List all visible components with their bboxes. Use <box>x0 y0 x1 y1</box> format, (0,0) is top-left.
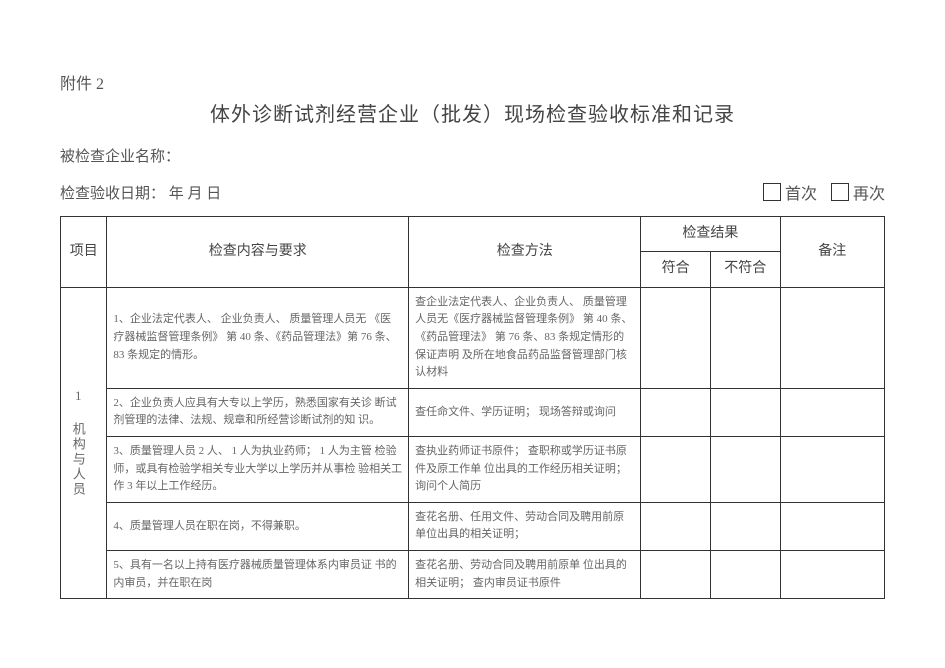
pass-cell <box>641 436 711 502</box>
header-result: 检查结果 <box>641 217 780 252</box>
inspection-date-label: 检查验收日期： 年 月 日 <box>60 182 221 203</box>
table-row: 2、企业负责人应具有大专以上学历，熟悉国家有关诊 断试剂管理的法律、法规、规章和… <box>61 388 885 436</box>
fail-cell <box>710 550 780 598</box>
table-header: 项目 检查内容与要求 检查方法 检查结果 备注 符合 不符合 <box>61 217 885 288</box>
again-option[interactable]: 再次 <box>831 180 885 204</box>
occurrence-checkboxes: 首次 再次 <box>763 180 885 204</box>
pass-cell <box>641 502 711 550</box>
first-time-option[interactable]: 首次 <box>763 180 817 204</box>
table-row: 4、质量管理人员在职在岗，不得兼职。 查花名册、任用文件、劳动合同及聘用前原单位… <box>61 502 885 550</box>
date-row: 检查验收日期： 年 月 日 首次 再次 <box>60 180 885 204</box>
attachment-label: 附件 2 <box>60 70 885 94</box>
header-project: 项目 <box>61 217 107 288</box>
inspection-table: 项目 检查内容与要求 检查方法 检查结果 备注 符合 不符合 1 机构与人员 1… <box>60 216 885 599</box>
pass-cell <box>641 287 711 388</box>
note-cell <box>780 388 884 436</box>
note-cell <box>780 287 884 388</box>
content-cell: 4、质量管理人员在职在岗，不得兼职。 <box>107 502 409 550</box>
method-cell: 查花名册、任用文件、劳动合同及聘用前原单位出具的相关证明； <box>409 502 641 550</box>
header-row-1: 项目 检查内容与要求 检查方法 检查结果 备注 <box>61 217 885 252</box>
again-label: 再次 <box>853 186 885 203</box>
content-cell: 5、具有一名以上持有医疗器械质量管理体系内审员证 书的内审员，并在职在岗 <box>107 550 409 598</box>
header-note: 备注 <box>780 217 884 288</box>
table-body: 1 机构与人员 1、企业法定代表人、 企业负责人、 质量管理人员无 《医 疗器械… <box>61 287 885 598</box>
content-cell: 2、企业负责人应具有大专以上学历，熟悉国家有关诊 断试剂管理的法律、法规、规章和… <box>107 388 409 436</box>
note-cell <box>780 550 884 598</box>
method-cell: 查任命文件、学历证明； 现场答辩或询问 <box>409 388 641 436</box>
checkbox-icon <box>763 183 781 201</box>
fail-cell <box>710 502 780 550</box>
table-row: 5、具有一名以上持有医疗器械质量管理体系内审员证 书的内审员，并在职在岗 查花名… <box>61 550 885 598</box>
first-time-label: 首次 <box>785 186 817 203</box>
document-page: 附件 2 体外诊断试剂经营企业（批发）现场检查验收标准和记录 被检查企业名称： … <box>0 0 945 668</box>
pass-cell <box>641 388 711 436</box>
fail-cell <box>710 287 780 388</box>
note-cell <box>780 436 884 502</box>
content-cell: 1、企业法定代表人、 企业负责人、 质量管理人员无 《医 疗器械监督管理条例》 … <box>107 287 409 388</box>
document-title: 体外诊断试剂经营企业（批发）现场检查验收标准和记录 <box>60 98 885 127</box>
method-cell: 查执业药师证书原件； 查职称或学历证书原件及原工作单 位出具的工作经历相关证明；… <box>409 436 641 502</box>
header-content: 检查内容与要求 <box>107 217 409 288</box>
checkbox-icon <box>831 183 849 201</box>
table-row: 3、质量管理人员 2 人、 1 人为执业药师； 1 人为主管 检验师，或具有检验… <box>61 436 885 502</box>
table-row: 1 机构与人员 1、企业法定代表人、 企业负责人、 质量管理人员无 《医 疗器械… <box>61 287 885 388</box>
section-cell: 1 机构与人员 <box>61 287 107 598</box>
fail-cell <box>710 388 780 436</box>
note-cell <box>780 502 884 550</box>
method-cell: 查花名册、劳动合同及聘用前原单 位出具的相关证明； 查内审员证书原件 <box>409 550 641 598</box>
header-fail: 不符合 <box>710 252 780 287</box>
fail-cell <box>710 436 780 502</box>
pass-cell <box>641 550 711 598</box>
content-cell: 3、质量管理人员 2 人、 1 人为执业药师； 1 人为主管 检验师，或具有检验… <box>107 436 409 502</box>
header-pass: 符合 <box>641 252 711 287</box>
section-label: 1 机构与人员 <box>67 388 88 497</box>
header-method: 检查方法 <box>409 217 641 288</box>
company-name-line: 被检查企业名称： <box>60 145 885 166</box>
method-cell: 查企业法定代表人、企业负责人、 质量管理人员无《医疗器械监督管理条例》 第 40… <box>409 287 641 388</box>
